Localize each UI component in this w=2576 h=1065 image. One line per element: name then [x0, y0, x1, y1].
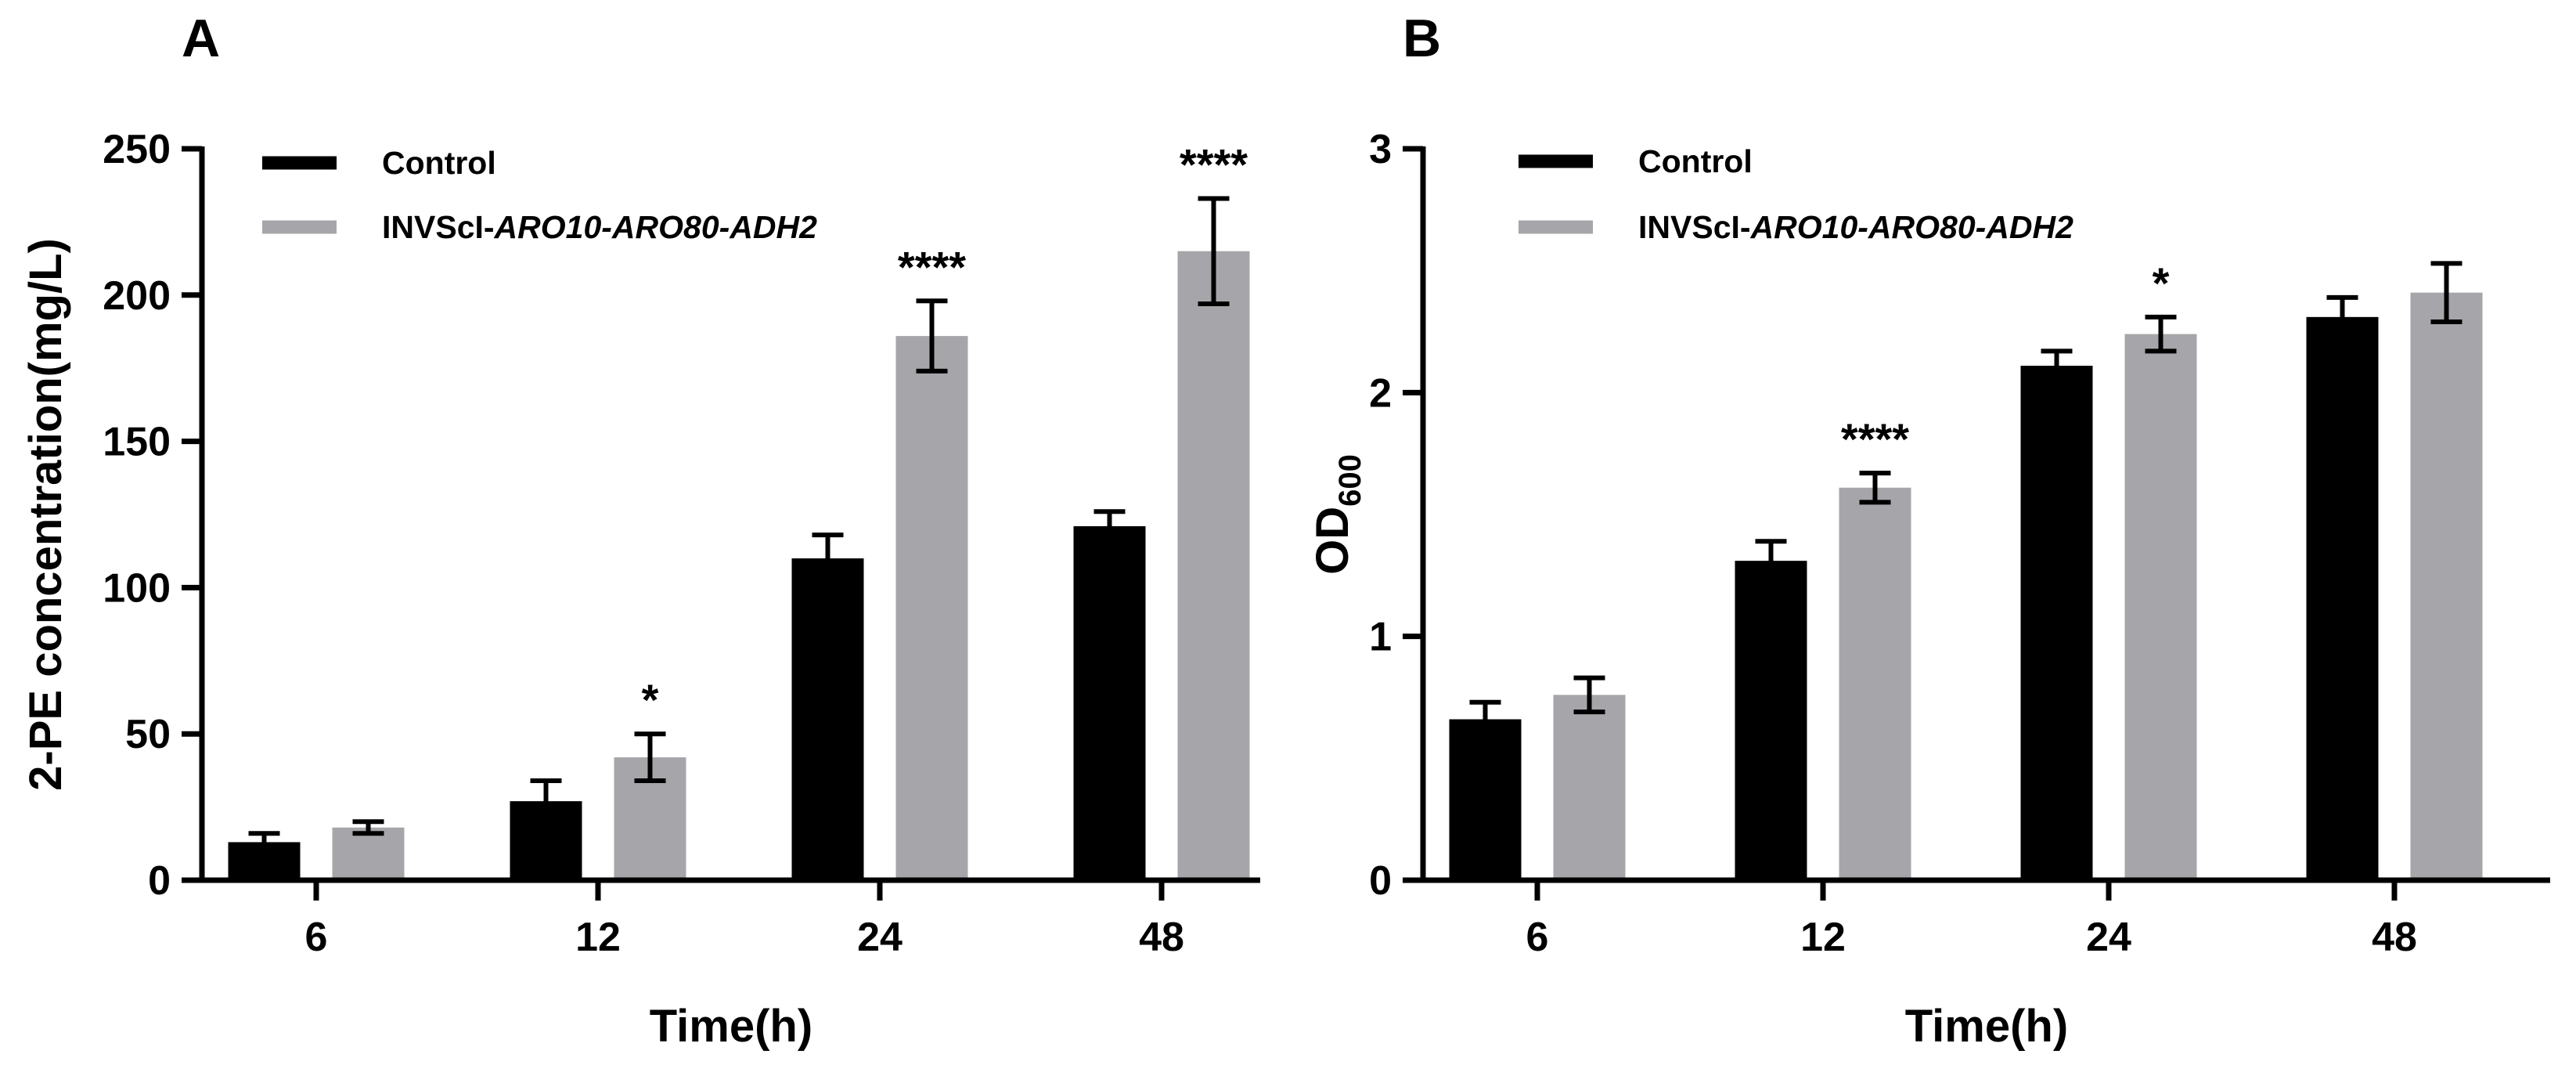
legend-label-control: Control — [1638, 143, 1753, 179]
legend-label-plain: Control — [1638, 143, 1753, 179]
y-tick-label: 3 — [1369, 127, 1392, 172]
significance-label-12: **** — [1841, 414, 1909, 464]
bar-control-48 — [2306, 316, 2379, 880]
bar-control-12 — [1735, 561, 1807, 880]
x-tick-label: 24 — [857, 915, 903, 960]
y-tick-label: 100 — [103, 565, 171, 611]
y-axis-title-subscript: 600 — [1333, 454, 1367, 507]
y-tick-label: 250 — [103, 127, 171, 172]
bar-invsci-48 — [2410, 292, 2483, 881]
y-axis-title: 2-PE concentration(mg/L) — [20, 238, 71, 791]
bar-invsci-6 — [1553, 695, 1626, 880]
x-axis-title: Time(h) — [650, 1001, 812, 1052]
x-tick-label: 6 — [305, 915, 328, 960]
y-tick-label: 0 — [148, 858, 171, 904]
x-tick-label: 12 — [575, 915, 621, 960]
bar-invsci-24 — [895, 336, 968, 880]
x-tick-label: 24 — [2086, 915, 2131, 960]
significance-label-24: **** — [898, 242, 966, 291]
y-tick-label: 0 — [1369, 858, 1392, 904]
bar-control-48 — [1073, 525, 1146, 880]
y-tick-label: 1 — [1369, 615, 1392, 660]
bar-invsci-6 — [332, 827, 405, 880]
legend-label-invsci: INVScI-ARO10-ARO80-ADH2 — [1638, 209, 2073, 245]
y-axis-title-main: 2-PE concentration(mg/L) — [20, 238, 71, 791]
y-axis-title-main: OD — [1307, 507, 1358, 575]
bar-control-24 — [791, 558, 864, 880]
legend-label-control: Control — [382, 145, 496, 181]
bar-control-24 — [2020, 366, 2093, 880]
legend-label-italic: ARO10-ARO80-ADH2 — [1750, 209, 2074, 245]
y-tick-label: 2 — [1369, 370, 1392, 416]
bar-control-6 — [1449, 719, 1522, 880]
bar-invsci-12 — [1839, 487, 1911, 880]
bar-invsci-48 — [1177, 251, 1250, 880]
bar-invsci-24 — [2124, 334, 2197, 880]
panel-letter: B — [1403, 9, 1441, 68]
y-tick-label: 50 — [125, 712, 171, 757]
x-tick-label: 6 — [1526, 915, 1549, 960]
legend-label-plain: INVScI- — [382, 209, 495, 245]
significance-label-12: * — [642, 675, 659, 724]
legend-label-plain: Control — [382, 145, 496, 181]
y-tick-label: 150 — [103, 420, 171, 465]
significance-label-48: **** — [1180, 140, 1248, 190]
legend-label-plain: INVScI- — [1638, 209, 1751, 245]
x-tick-label: 48 — [1139, 915, 1184, 960]
x-tick-label: 48 — [2372, 915, 2417, 960]
significance-label-24: * — [2153, 258, 2170, 308]
x-axis-title: Time(h) — [1905, 1001, 2068, 1052]
y-tick-label: 200 — [103, 273, 171, 319]
legend-label-italic: ARO10-ARO80-ADH2 — [494, 209, 818, 245]
legend-label-invsci: INVScI-ARO10-ARO80-ADH2 — [382, 209, 817, 245]
panel-letter: A — [182, 9, 220, 68]
y-axis-title: OD600 — [1307, 454, 1367, 575]
x-tick-label: 12 — [1800, 915, 1846, 960]
